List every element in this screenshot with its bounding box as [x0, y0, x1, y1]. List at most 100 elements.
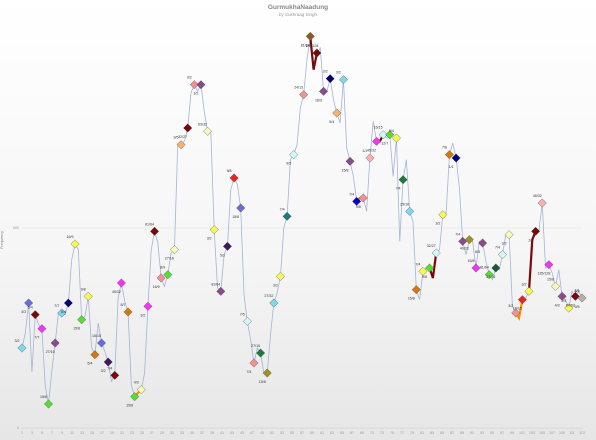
data-label: 3/4 [561, 299, 566, 303]
point-marker [385, 130, 395, 140]
point-marker [471, 263, 481, 273]
point-marker [63, 298, 73, 308]
point-marker [338, 75, 348, 85]
x-tick-label: 37 [200, 431, 204, 435]
x-tick-label: 89 [460, 431, 464, 435]
x-tick-label: 67 [350, 431, 354, 435]
data-label: 45/32 [367, 148, 376, 152]
data-label: 12/7 [381, 142, 388, 146]
x-tick-label: 71 [370, 431, 374, 435]
point-marker [332, 108, 342, 118]
point-marker [256, 348, 266, 358]
data-label: 8/7 [121, 303, 126, 307]
data-label: 7/4 [246, 370, 251, 374]
x-tick-label: 91 [470, 431, 474, 435]
point-marker [83, 291, 93, 301]
point-marker [405, 206, 415, 216]
point-marker [30, 310, 40, 320]
point-marker [123, 307, 133, 317]
x-tick-label: 85 [440, 431, 444, 435]
point-marker [564, 303, 574, 313]
x-tick-label: 5 [41, 431, 43, 435]
point-marker [531, 226, 541, 236]
point-marker [391, 133, 401, 143]
x-tick-label: 53 [280, 431, 284, 435]
point-marker [445, 150, 454, 160]
data-label: 15/8 [40, 395, 47, 399]
point-marker [378, 130, 388, 140]
x-tick-label: 55 [290, 431, 294, 435]
x-tick-label: 49 [260, 431, 264, 435]
data-label: 5/3 [220, 253, 225, 257]
point-marker [236, 203, 246, 213]
data-label: 32/27 [427, 244, 436, 248]
x-tick-label: 97 [500, 431, 504, 435]
data-label: 15/8 [408, 297, 415, 301]
data-label: 4/3 [134, 381, 139, 385]
point-marker [411, 285, 421, 295]
data-label: 15/8 [259, 380, 266, 384]
data-label: 27/16 [46, 350, 55, 354]
point-marker [176, 140, 186, 150]
data-label: 6/5 [475, 250, 480, 254]
point-marker [319, 86, 328, 96]
point-marker [90, 350, 100, 360]
point-marker [557, 291, 567, 301]
point-marker [438, 210, 448, 220]
data-label: 15/8 [547, 277, 554, 281]
y-tick-label: 0 [17, 426, 19, 430]
data-label: 5/4 [87, 362, 92, 366]
chart-subtitle: by Sukhraag Singh [278, 12, 318, 17]
x-tick-label: 113 [579, 431, 585, 435]
data-label: 7/4 [455, 232, 460, 236]
point-marker [143, 301, 153, 311]
point-marker [358, 193, 368, 203]
data-label: 9/8 [227, 169, 232, 173]
x-tick-label: 61 [320, 431, 324, 435]
point-marker [216, 286, 226, 296]
x-tick-label: 51 [270, 431, 274, 435]
point-marker [189, 80, 199, 90]
point-marker [50, 338, 60, 348]
x-tick-label: 47 [250, 431, 254, 435]
x-tick-label: 105 [539, 431, 545, 435]
x-tick-label: 111 [569, 431, 574, 435]
point-marker [70, 239, 80, 249]
data-label: 3/2 [101, 369, 106, 373]
point-marker [282, 211, 292, 221]
data-label: 1/1 [528, 238, 533, 242]
data-label: 1/1 [362, 149, 367, 153]
data-label: 27/16 [165, 257, 174, 261]
data-label: 15/8 [126, 404, 133, 408]
x-tick-label: 35 [190, 431, 194, 435]
point-marker [325, 74, 335, 84]
point-marker [249, 358, 259, 368]
point-marker [418, 266, 428, 276]
data-label: 5/4 [389, 129, 394, 133]
data-label: 15/8 [232, 215, 239, 219]
data-label: 135/128 [305, 44, 318, 48]
data-label: 9/8 [422, 275, 427, 279]
point-marker [289, 150, 299, 160]
data-label: 8/9 [160, 266, 165, 270]
point-marker [299, 90, 309, 100]
x-tick-label: 75 [390, 431, 394, 435]
highlight-segment [309, 35, 319, 70]
data-label: 81/64 [301, 43, 310, 47]
data-label: 9/5 [286, 162, 291, 166]
point-marker [169, 245, 179, 255]
x-tick-label: 27 [150, 431, 154, 435]
point-marker [524, 286, 534, 296]
x-tick-label: 33 [180, 431, 184, 435]
data-label: 7/5 [240, 312, 245, 316]
data-label: 7/4 [280, 207, 285, 211]
data-label: 3/2 [15, 339, 20, 343]
x-tick-label: 45 [240, 431, 244, 435]
x-tick-label: 99 [510, 431, 514, 435]
data-label: 8/5 [575, 289, 580, 293]
point-marker [491, 263, 501, 273]
x-tick-label: 63 [330, 431, 334, 435]
data-label: 3/2 [193, 92, 198, 96]
x-tick-label: 65 [340, 431, 344, 435]
point-marker [398, 175, 408, 185]
